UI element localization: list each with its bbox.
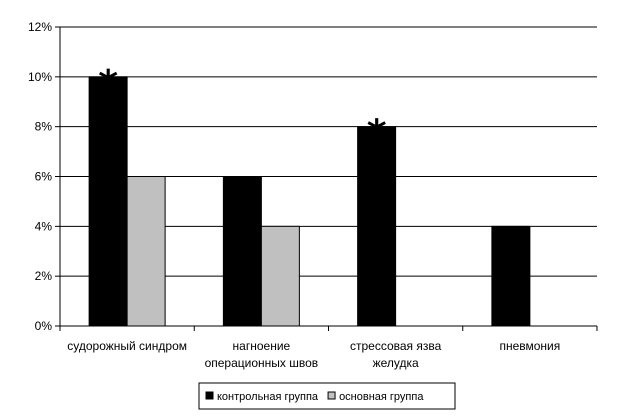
labels-layer: 0% 2% 4% 6% 8% 10% 12% судорожный синдром нагное… (28, 20, 560, 370)
category-label: операционных швов (205, 356, 319, 370)
y-tick-label: 0% (35, 319, 53, 333)
legend-swatch (327, 391, 336, 400)
category-label: пневмония (499, 339, 560, 353)
legend-label: основная группа (339, 391, 424, 403)
y-tick-label: 12% (28, 20, 52, 34)
legend: контрольная группа основная группа (198, 382, 456, 410)
axes-layer (55, 26, 598, 331)
bar (222, 176, 262, 327)
y-tick-label: 4% (35, 219, 53, 233)
category-label: судорожный синдром (67, 339, 187, 353)
y-tick-label: 6% (35, 170, 53, 184)
y-tick-label: 8% (35, 120, 53, 134)
bar (88, 76, 128, 327)
category-label: стрессовая язва (350, 339, 442, 353)
bars-layer (88, 76, 531, 327)
legend-swatch (205, 391, 214, 400)
category-label: желудка (373, 356, 419, 370)
bar (260, 225, 300, 327)
bar (357, 126, 397, 327)
bar (491, 225, 531, 327)
bar (126, 176, 166, 327)
significance-mark: * (98, 62, 118, 106)
legend-box (198, 382, 456, 410)
y-tick-label: 2% (35, 269, 53, 283)
y-tick-label: 10% (28, 70, 52, 84)
significance-mark: * (367, 112, 387, 156)
category-label: нагноение (233, 339, 291, 353)
legend-label: контрольная группа (217, 391, 319, 403)
